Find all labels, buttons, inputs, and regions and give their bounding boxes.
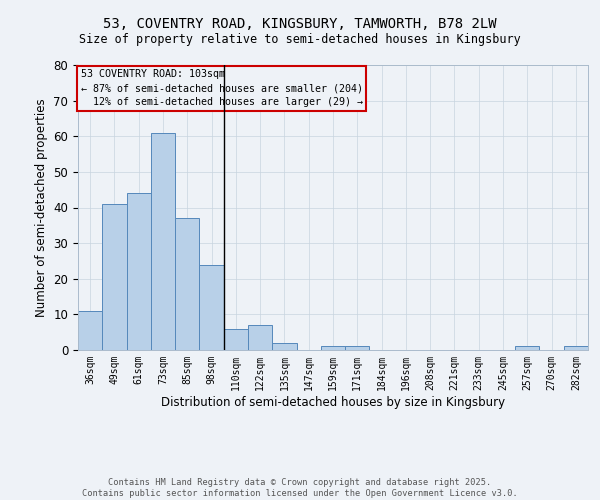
Bar [321,346,345,350]
Bar [564,346,588,350]
Bar [78,311,102,350]
Text: 53, COVENTRY ROAD, KINGSBURY, TAMWORTH, B78 2LW: 53, COVENTRY ROAD, KINGSBURY, TAMWORTH, … [103,18,497,32]
Bar [199,264,224,350]
Y-axis label: Number of semi-detached properties: Number of semi-detached properties [35,98,48,317]
Bar [151,132,175,350]
Bar [515,346,539,350]
Bar [175,218,199,350]
Bar [248,325,272,350]
Bar [272,343,296,350]
Bar [345,346,370,350]
Bar [224,328,248,350]
Bar [127,193,151,350]
Text: 53 COVENTRY ROAD: 103sqm
← 87% of semi-detached houses are smaller (204)
  12% o: 53 COVENTRY ROAD: 103sqm ← 87% of semi-d… [80,70,362,108]
Bar [102,204,127,350]
X-axis label: Distribution of semi-detached houses by size in Kingsbury: Distribution of semi-detached houses by … [161,396,505,408]
Text: Contains HM Land Registry data © Crown copyright and database right 2025.
Contai: Contains HM Land Registry data © Crown c… [82,478,518,498]
Text: Size of property relative to semi-detached houses in Kingsbury: Size of property relative to semi-detach… [79,32,521,46]
